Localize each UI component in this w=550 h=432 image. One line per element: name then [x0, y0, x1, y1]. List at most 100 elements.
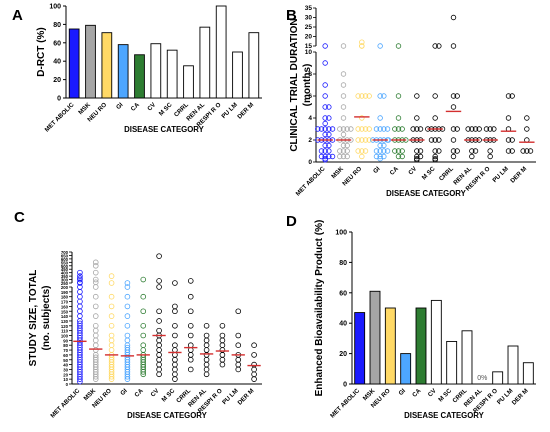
data-point [172, 361, 178, 368]
data-point [359, 39, 365, 45]
data-point [509, 148, 515, 154]
y-tick-label: 60 [63, 353, 68, 358]
data-point [472, 126, 479, 132]
data-point [251, 352, 257, 358]
data-point [359, 137, 365, 143]
data-point [322, 115, 328, 121]
bar [369, 290, 381, 385]
data-point [359, 126, 365, 132]
y-tick-label: 650 [61, 253, 69, 258]
data-point [487, 153, 493, 160]
bar [248, 32, 260, 99]
data-point [187, 293, 194, 300]
y-tick-label: 10 [63, 377, 68, 382]
data-point [491, 126, 497, 132]
data-point [381, 126, 387, 132]
data-point [417, 126, 424, 132]
x-tick-label: MET ABOLIC [49, 387, 81, 419]
data-point [140, 322, 147, 329]
data-point [92, 276, 99, 283]
data-point [108, 373, 115, 380]
y-tick-label: 300 [61, 278, 69, 283]
y-tick-label: 350 [61, 274, 69, 279]
data-point [172, 280, 178, 286]
data-point [414, 157, 420, 163]
data-point [124, 337, 131, 344]
data-point [92, 322, 99, 329]
data-point [414, 115, 420, 121]
x-tick-label: MET ABOLIC [44, 101, 76, 133]
y-tick-label: 20 [63, 372, 68, 377]
data-point [124, 322, 131, 329]
y-tick-label: 90 [63, 338, 68, 343]
y-tick-label: 190 [61, 290, 69, 295]
data-point [187, 366, 194, 373]
data-point [392, 148, 398, 154]
y-tick-label: 700 [61, 250, 69, 255]
y-tick-label: 110 [61, 329, 69, 334]
x-axis-title: DISEASE CATEGORY [127, 411, 208, 420]
y-tick-label: 6 [308, 93, 312, 100]
data-point [140, 308, 147, 315]
data-point [156, 318, 162, 324]
x-tick-label: DER M [511, 387, 530, 406]
data-point [315, 126, 321, 132]
data-point [77, 303, 83, 310]
data-point [251, 342, 257, 349]
data-point [337, 153, 343, 160]
y-tick-label: 70 [63, 348, 68, 353]
bar [461, 330, 473, 385]
data-point [326, 104, 332, 110]
data-point [156, 308, 162, 315]
data-point [362, 137, 369, 143]
x-tick-label: CV [427, 387, 439, 399]
data-point [124, 303, 131, 310]
data-point [366, 93, 372, 99]
x-tick-label: MET ABOLIC [295, 165, 327, 197]
y-tick-label: 0 [66, 382, 69, 387]
data-point [92, 284, 99, 290]
data-point [77, 269, 83, 276]
data-point [450, 43, 457, 49]
data-point [92, 342, 99, 349]
data-point [450, 104, 457, 110]
y-axis-title: (no. subjects) [41, 285, 52, 350]
data-point [414, 126, 420, 132]
bar [117, 44, 129, 99]
data-point [322, 104, 328, 110]
y-tick-label: 0 [343, 382, 347, 389]
data-point [124, 293, 131, 300]
data-point [318, 148, 325, 154]
data-point [92, 332, 99, 339]
data-point [108, 342, 115, 349]
data-point [92, 293, 99, 300]
x-tick-label: M SC [421, 165, 437, 181]
y-tick-label: 400 [61, 271, 69, 276]
x-tick-label: M SC [158, 101, 174, 117]
x-tick-label: CA [133, 387, 145, 399]
data-point [395, 43, 402, 49]
data-point [187, 332, 194, 339]
data-point [172, 332, 178, 339]
panel-c: C 010203040506070809010011012013014015016… [14, 209, 262, 420]
x-tick-label: PU LM [491, 165, 510, 184]
data-point [450, 126, 457, 132]
data-point [318, 126, 325, 132]
data-point [505, 115, 512, 121]
data-point [340, 104, 347, 110]
data-point [156, 361, 162, 368]
y-axis-title: Enhanced Bioavailability Product (%) [314, 220, 325, 397]
bar [507, 345, 519, 385]
data-point [322, 131, 328, 138]
bar [522, 362, 534, 385]
data-point [337, 126, 343, 132]
x-tick-label: CA [411, 387, 423, 399]
panel-label: B [286, 7, 297, 24]
data-point [156, 342, 162, 349]
y-tick-label: 15 [305, 43, 313, 50]
y-tick-label: 20 [53, 77, 61, 84]
y-tick-label: 600 [61, 257, 69, 262]
data-point [377, 155, 383, 162]
data-point [172, 342, 178, 349]
data-point [219, 352, 226, 358]
